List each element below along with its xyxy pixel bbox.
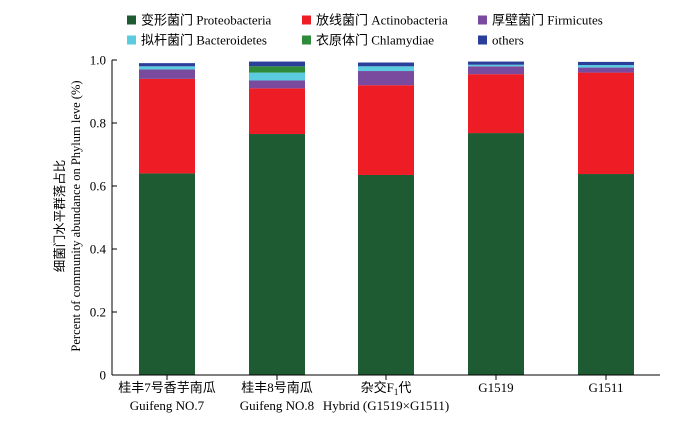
axes: 0 0.2 0.4 0.6 0.8 1.0 bbox=[90, 53, 660, 383]
x-tick-label: G1511 bbox=[589, 380, 624, 395]
legend-label: 变形菌门 Proteobacteria bbox=[141, 13, 272, 28]
x-tick-label: 桂丰8号南瓜 bbox=[241, 380, 313, 395]
bar-segment bbox=[358, 71, 414, 86]
bar-segment bbox=[578, 61, 634, 66]
legend-label: 衣原体门 Chlamydiae bbox=[316, 33, 434, 48]
y-axis-title: 细菌门水平群落占比 Percent of community abundance… bbox=[38, 57, 98, 375]
bar-segment bbox=[249, 134, 305, 375]
bar-segment bbox=[139, 66, 195, 70]
bar-segment bbox=[139, 69, 195, 79]
bar-segment bbox=[249, 80, 305, 89]
bar-segment bbox=[358, 85, 414, 175]
bar-segment bbox=[468, 74, 524, 134]
bar-segment bbox=[358, 66, 414, 72]
y-tick-label: 0.8 bbox=[90, 116, 106, 131]
bar-segment bbox=[468, 64, 524, 67]
legend-swatch bbox=[127, 35, 136, 45]
bar-segment bbox=[249, 66, 305, 73]
legend-label: others bbox=[492, 33, 524, 48]
x-tick-label-en: Hybrid (G1519×G1511) bbox=[323, 398, 449, 413]
legend-label: 厚壁菌门 Firmicutes bbox=[492, 13, 603, 28]
x-tick-label-en: Guifeng NO.8 bbox=[240, 398, 314, 413]
bar-segment bbox=[249, 88, 305, 135]
y-tick-label: 0.6 bbox=[90, 179, 107, 194]
legend-swatch bbox=[478, 15, 487, 25]
bar-segment bbox=[578, 72, 634, 175]
y-axis-title-cn: 细菌门水平群落占比 bbox=[53, 159, 67, 273]
x-tick-labels: 桂丰7号香芋南瓜 Guifeng NO.7 桂丰8号南瓜 Guifeng NO.8 杂交… bbox=[118, 380, 623, 413]
bar-segment bbox=[578, 174, 634, 375]
x-tick-label: 杂交F1代 bbox=[361, 380, 412, 397]
bar-segment bbox=[139, 173, 195, 375]
bar-segment bbox=[468, 133, 524, 375]
bar-segment bbox=[358, 174, 414, 375]
y-tick-label: 1.0 bbox=[90, 53, 106, 68]
y-tick-label: 0.2 bbox=[90, 305, 106, 320]
legend-label: 拟杆菌门 Bacteroidetes bbox=[141, 33, 267, 48]
bar-segment bbox=[139, 63, 195, 67]
x-tick-label: 桂丰7号香芋南瓜 bbox=[118, 380, 216, 395]
legend-swatch bbox=[478, 35, 487, 45]
bar-segment bbox=[578, 65, 634, 68]
y-axis-title-en: Percent of community abundance on Phylum… bbox=[69, 80, 83, 352]
x-tick-label-en: Guifeng NO.7 bbox=[130, 398, 205, 413]
x-tick-label: G1519 bbox=[478, 380, 513, 395]
legend-label: 放线菌门 Actinobacteria bbox=[316, 13, 448, 28]
bar-area bbox=[139, 61, 634, 375]
bar-segment bbox=[249, 61, 305, 67]
y-tick-label: 0.4 bbox=[90, 242, 107, 257]
bar-segment bbox=[468, 61, 524, 65]
bar-segment bbox=[468, 66, 524, 75]
bar-segment bbox=[578, 67, 634, 73]
y-tick-label: 0 bbox=[100, 368, 107, 383]
legend-swatch bbox=[302, 35, 311, 45]
bar-segment bbox=[249, 72, 305, 81]
legend-swatch bbox=[127, 15, 136, 25]
bar-segment bbox=[358, 62, 414, 67]
legend: 变形菌门 Proteobacteria 放线菌门 Actinobacteria 厚壁… bbox=[127, 13, 603, 48]
legend-swatch bbox=[302, 15, 311, 25]
bar-segment bbox=[139, 78, 195, 174]
